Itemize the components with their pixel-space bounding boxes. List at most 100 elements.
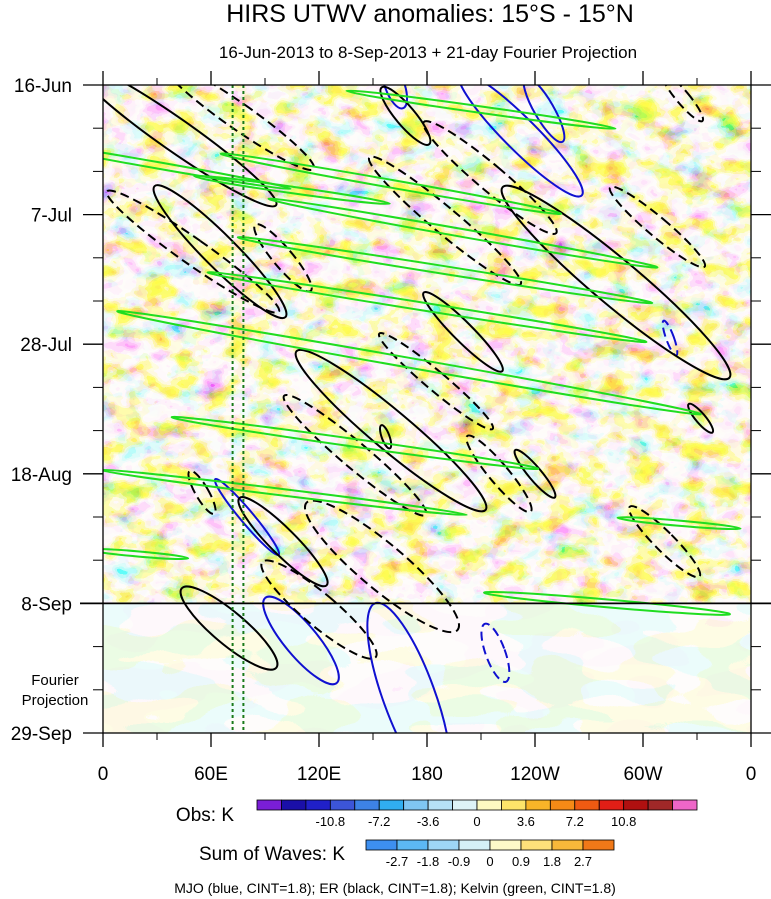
er-contour-11 xyxy=(282,393,428,517)
er-contour-6 xyxy=(367,155,523,287)
obsbar-label-6: 10.8 xyxy=(611,814,636,829)
kelvin-contour-10 xyxy=(483,590,731,616)
obsbar-swatch-1 xyxy=(281,799,307,811)
obsbar-swatch-13 xyxy=(574,799,600,811)
y-axis: 16-Jun 7-Jul 28-Jul 18-Aug 8-Sep 29-Sep xyxy=(11,76,771,745)
waves-label-4: 0.9 xyxy=(512,854,530,869)
obsbar-swatch-3 xyxy=(329,799,356,811)
kelvin-contour-1 xyxy=(267,197,659,269)
er-contour-10 xyxy=(294,348,488,513)
waves-swatch-1 xyxy=(396,839,429,851)
er-contour-21 xyxy=(628,505,702,579)
obsbar-swatch-0 xyxy=(256,799,282,811)
obsbar-label-3: 0 xyxy=(473,814,480,829)
er-contour-14 xyxy=(260,559,378,660)
kelvin-contour-9 xyxy=(193,174,391,206)
obsbar-swatch-5 xyxy=(378,799,405,811)
waves-label-0: -2.7 xyxy=(386,854,408,869)
projection-label: Fourier Projection xyxy=(22,672,89,709)
kelvin-contour-7 xyxy=(103,140,292,191)
obsbar-swatch-17 xyxy=(672,799,698,811)
x-tick-label-5: 60W xyxy=(623,764,662,785)
x-tick-label-6: 0 xyxy=(746,764,757,785)
x-axis: 0 60E 120E 180 120W 60W 0 xyxy=(98,71,757,785)
waves-colorbar-label: Sum of Waves: K xyxy=(199,844,345,865)
obsbar-swatch-14 xyxy=(598,799,625,811)
waves-swatch-6 xyxy=(551,839,584,851)
obsbar-swatch-6 xyxy=(403,799,429,811)
x-tick-label-2: 120E xyxy=(297,764,341,785)
obsbar-swatch-10 xyxy=(501,799,527,811)
obsbar-swatch-11 xyxy=(525,799,551,811)
waves-swatch-4 xyxy=(489,839,522,851)
kelvin-contour-12 xyxy=(103,548,190,561)
waves-swatch-0 xyxy=(365,839,398,851)
er-contour-17 xyxy=(513,448,557,499)
kelvin-contour-0 xyxy=(219,152,563,215)
chart-title: HIRS UTWV anomalies: 15°S - 15°N xyxy=(226,0,634,28)
kelvin-contour-4 xyxy=(116,310,702,416)
mjo-contour-5 xyxy=(262,595,340,686)
obs-colorbar-label: Obs: K xyxy=(176,805,234,826)
wave-contours xyxy=(103,85,742,733)
mjo-contour-2 xyxy=(381,85,409,110)
y-tick-label-2: 28-Jul xyxy=(20,335,72,356)
obsbar-swatch-12 xyxy=(549,799,576,811)
er-contour-2 xyxy=(105,189,281,314)
y-tick-label-4: 8-Sep xyxy=(21,594,72,615)
waves-label-3: 0 xyxy=(486,854,493,869)
kelvin-contour-2 xyxy=(236,236,654,305)
waves-label-5: 1.8 xyxy=(543,854,561,869)
obs-colorbar: -10.8 -7.2 -3.6 0 3.6 7.2 10.8 xyxy=(256,799,698,829)
er-contour-12 xyxy=(237,496,329,588)
obsbar-label-1: -7.2 xyxy=(368,814,390,829)
er-contour-8 xyxy=(422,290,504,373)
er-contour-24 xyxy=(379,424,393,450)
er-contour-23 xyxy=(187,469,217,515)
kelvin-contour-3 xyxy=(206,271,648,344)
x-tick-label-0: 0 xyxy=(98,764,109,785)
kelvin-contour-8 xyxy=(345,89,617,130)
x-tick-label-1: 60E xyxy=(194,764,228,785)
waves-label-1: -1.8 xyxy=(417,854,439,869)
er-contour-5 xyxy=(379,85,432,146)
obsbar-label-0: -10.8 xyxy=(316,814,346,829)
obsbar-swatch-9 xyxy=(476,799,502,811)
y-tick-label-0: 16-Jun xyxy=(14,76,72,97)
waves-label-2: -0.9 xyxy=(448,854,470,869)
obsbar-swatch-8 xyxy=(452,799,478,811)
waves-label-6: 2.7 xyxy=(574,854,592,869)
y-tick-label-5: 29-Sep xyxy=(11,724,72,745)
obsbar-swatch-7 xyxy=(427,799,453,811)
waves-swatch-7 xyxy=(582,839,615,851)
mjo-contour-0 xyxy=(457,85,584,198)
waves-swatch-3 xyxy=(458,839,491,851)
er-contour-20 xyxy=(661,85,705,123)
x-tick-label-4: 120W xyxy=(510,764,560,785)
obsbar-swatch-2 xyxy=(305,799,331,811)
obs-field-region xyxy=(103,85,751,604)
waves-colorbar: -2.7 -1.8 -0.9 0 0.9 1.8 2.7 xyxy=(365,839,615,869)
obsbar-swatch-4 xyxy=(354,799,380,811)
obsbar-swatch-16 xyxy=(647,799,673,811)
er-contour-22 xyxy=(687,402,715,434)
mjo-contour-7 xyxy=(480,622,511,683)
kelvin-contour-5 xyxy=(170,415,540,470)
er-contour-19 xyxy=(608,185,707,269)
obsbar-swatch-15 xyxy=(623,799,649,811)
er-contour-16 xyxy=(465,434,533,514)
reference-longitude-lines xyxy=(231,85,245,733)
er-contour-4 xyxy=(253,223,313,293)
obsbar-label-2: -3.6 xyxy=(417,814,439,829)
chart-subtitle: 16-Jun-2013 to 8-Sep-2013 + 21-day Fouri… xyxy=(219,43,637,62)
y-tick-label-1: 7-Jul xyxy=(31,206,72,227)
obsbar-label-4: 3.6 xyxy=(517,814,535,829)
er-contour-7 xyxy=(422,120,558,235)
waves-swatch-5 xyxy=(520,839,553,851)
er-contour-15 xyxy=(179,585,279,671)
er-contour-3 xyxy=(152,184,288,320)
obsbar-label-5: 7.2 xyxy=(566,814,584,829)
waves-swatch-2 xyxy=(427,839,460,851)
kelvin-contour-11 xyxy=(616,516,742,531)
